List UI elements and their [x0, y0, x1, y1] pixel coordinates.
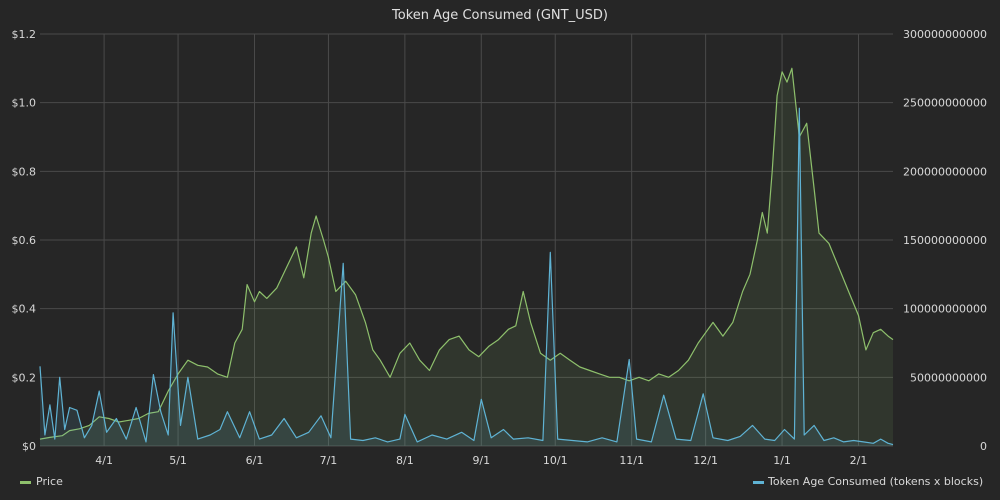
- y-left-tick-label: $0: [22, 440, 36, 453]
- y-right-tick-label: 250000000000: [903, 97, 987, 110]
- legend-swatch: [753, 481, 764, 484]
- y-left-tick-label: $0.8: [12, 165, 37, 178]
- x-tick-label: 7/1: [320, 454, 338, 467]
- x-tick-label: 9/1: [472, 454, 490, 467]
- y-right-tick-label: 0: [980, 440, 987, 453]
- y-left-tick-label: $1.0: [12, 97, 37, 110]
- legend-swatch: [20, 481, 31, 484]
- x-tick-label: 10/1: [543, 454, 568, 467]
- y-left-tick-label: $0.6: [12, 234, 37, 247]
- axis-tick-labels: $0 $0.2 $0.4 $0.6 $0.8 $1.0 $1.2 0 50000000000 10…: [12, 28, 988, 467]
- y-right-tick-label: 300000000000: [903, 28, 987, 41]
- price-line: [39, 67, 894, 440]
- x-tick-label: 11/1: [619, 454, 644, 467]
- x-tick-label: 4/1: [95, 454, 113, 467]
- y-right-tick-label: 50000000000: [910, 371, 987, 384]
- legend-label[interactable]: Token Age Consumed (tokens x blocks): [767, 475, 983, 488]
- x-tick-label: 6/1: [246, 454, 264, 467]
- x-tick-label: 12/1: [693, 454, 718, 467]
- y-left-tick-label: $0.2: [12, 371, 37, 384]
- x-tick-label: 2/1: [850, 454, 868, 467]
- y-left-tick-label: $1.2: [12, 28, 37, 41]
- price-area: [40, 68, 893, 447]
- legend-label[interactable]: Price: [36, 475, 63, 488]
- y-right-tick-label: 100000000000: [903, 303, 987, 316]
- x-tick-label: 8/1: [396, 454, 414, 467]
- y-left-tick-label: $0.4: [12, 303, 37, 316]
- x-tick-label: 1/1: [773, 454, 791, 467]
- y-right-tick-label: 200000000000: [903, 165, 987, 178]
- y-right-tick-label: 150000000000: [903, 234, 987, 247]
- token-age-line: [39, 107, 894, 446]
- series-layer: [39, 67, 894, 447]
- chart-title: Token Age Consumed (GNT_USD): [391, 8, 608, 23]
- x-tick-label: 5/1: [169, 454, 187, 467]
- legend: Price Token Age Consumed (tokens x blocks…: [20, 475, 983, 488]
